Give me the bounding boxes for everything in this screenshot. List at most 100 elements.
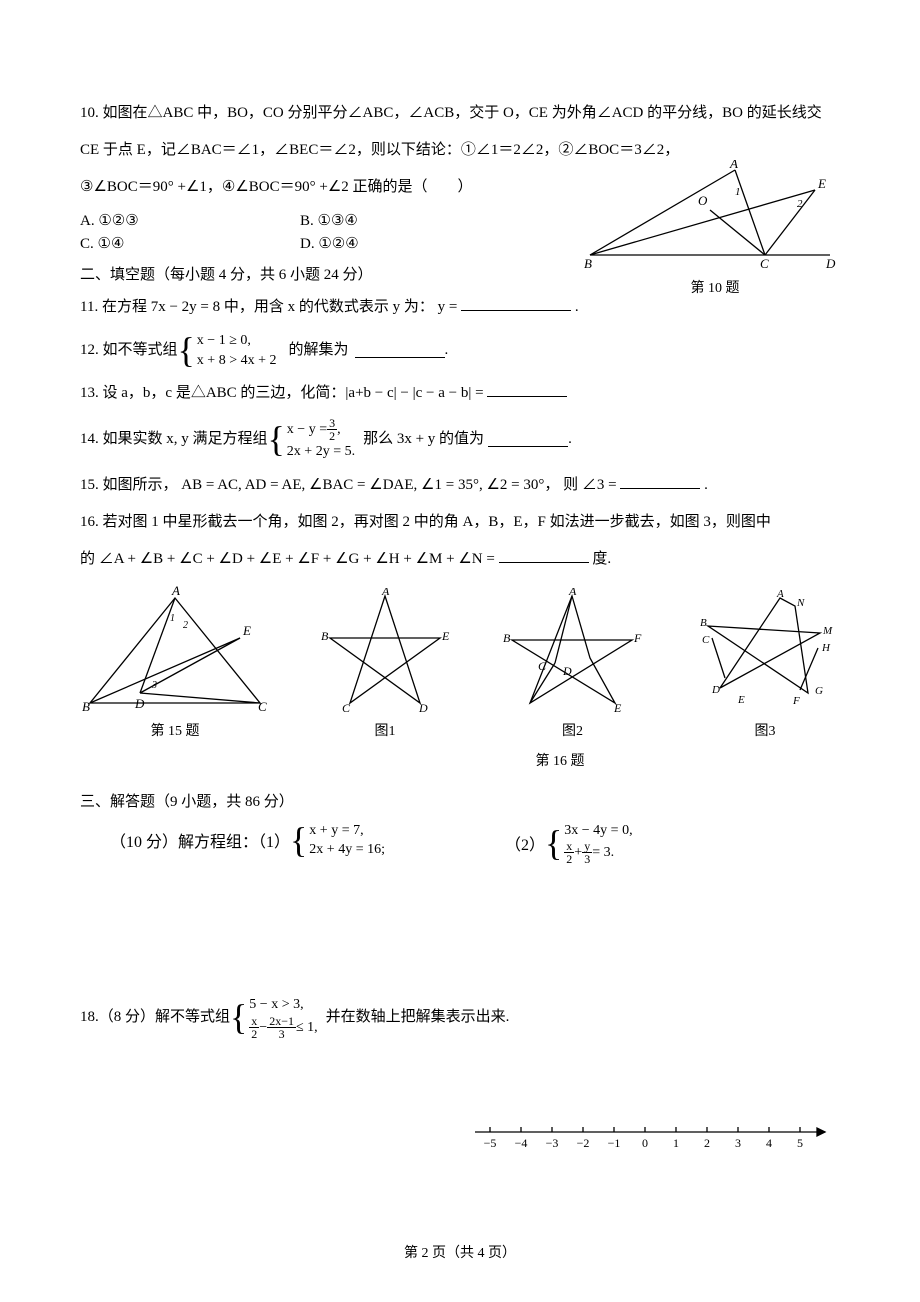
q17-a2: 2x + 4y = 16; xyxy=(309,840,385,860)
f: y3 xyxy=(582,840,592,865)
q18-post: 并在数轴上把解集表示出来. xyxy=(326,1004,510,1031)
q12-post: 的解集为 xyxy=(288,337,348,364)
l: C xyxy=(538,659,547,673)
brace-icon: { xyxy=(230,1001,247,1033)
q12-blank xyxy=(355,343,445,358)
q17-system2: { 3x − 4y = 0, x2 + y3 = 3. xyxy=(545,821,633,866)
l: E xyxy=(613,701,622,713)
q14-blank xyxy=(488,432,568,447)
q10-label-B: B xyxy=(584,256,592,270)
l: B xyxy=(700,617,707,629)
l: B xyxy=(321,629,329,643)
q14-system: { x − y = 3 2 , 2x + 2y = 5. xyxy=(268,417,356,462)
q14-eq1b: , xyxy=(337,420,341,440)
q18-system: { 5 − x > 3, x2 − 2x−13 ≤ 1, xyxy=(230,995,318,1040)
l: D xyxy=(562,664,572,678)
l: E xyxy=(737,694,745,706)
brace-icon: { xyxy=(268,423,285,455)
l: N xyxy=(796,597,805,609)
l: A xyxy=(381,588,390,598)
svg-text:−1: −1 xyxy=(608,1136,621,1150)
star3-figure: A N B M C H D E F G 图3 xyxy=(690,588,840,740)
q11-text: 11. 在方程 7x − 2y = 8 中，用含 x 的代数式表示 y 为： y… xyxy=(80,299,461,315)
q15-text: 15. 如图所示， AB = AC, AD = AE, ∠BAC = ∠DAE,… xyxy=(80,477,620,493)
svg-text:1: 1 xyxy=(673,1136,679,1150)
figures-row: A B C D E 1 2 3 第 15 题 A B E C D xyxy=(80,583,840,740)
star3-caption: 图3 xyxy=(690,720,840,740)
q16-line1: 16. 若对图 1 中星形截去一个角，如图 2，再对图 2 中的角 A，B，E，… xyxy=(80,509,840,536)
q12-eq2: x + 8 > 4x + 2 xyxy=(197,351,277,371)
q13: 13. 设 a，b，c 是△ABC 的三边，化简：|a+b − c| − |c … xyxy=(80,380,840,407)
l: A xyxy=(568,588,577,598)
q14-pre: 14. 如果实数 x, y 满足方程组 xyxy=(80,426,268,453)
f: x2 xyxy=(564,840,574,865)
q10-figure: A E O B C D 1 2 第 10 题 xyxy=(580,160,850,297)
q17-b1: 3x − 4y = 0, xyxy=(564,821,632,841)
l: D xyxy=(134,696,145,711)
q17-pre2: （2） xyxy=(505,831,545,855)
q10-figure-caption: 第 10 题 xyxy=(580,277,850,297)
q15-caption: 第 15 题 xyxy=(80,720,270,740)
l: 1 xyxy=(170,613,175,624)
q17-system1: { x + y = 7, 2x + 4y = 16; xyxy=(290,821,385,860)
q16-blank xyxy=(499,548,589,563)
d: 3 xyxy=(277,1028,287,1040)
q16-line2: 的 ∠A + ∠B + ∠C + ∠D + ∠E + ∠F + ∠G + ∠H … xyxy=(80,546,840,573)
l: A xyxy=(776,588,784,600)
q10-label-2: 2 xyxy=(797,198,803,210)
l: H xyxy=(821,642,831,654)
brace-icon: { xyxy=(178,334,195,366)
l: B xyxy=(503,631,511,645)
q10-line1: 10. 如图在△ABC 中，BO，CO 分别平分∠ABC，∠ACB，交于 O，C… xyxy=(80,100,840,127)
q12-system: { x − 1 ≥ 0, x + 8 > 4x + 2 xyxy=(178,331,277,370)
l: C xyxy=(342,701,351,713)
l: 2 xyxy=(183,620,188,631)
svg-text:−4: −4 xyxy=(515,1136,528,1150)
svg-text:3: 3 xyxy=(735,1136,741,1150)
q10-label-E: E xyxy=(817,176,826,191)
q14-eq1a: x − y = xyxy=(287,420,327,440)
l: F xyxy=(792,695,800,707)
l: E xyxy=(242,623,251,638)
d: 2 xyxy=(249,1028,259,1040)
q10-label-C: C xyxy=(760,256,769,270)
l: D xyxy=(711,684,720,696)
q18: 18.（8 分）解不等式组 { 5 − x > 3, x2 − 2x−13 ≤ … xyxy=(80,995,840,1040)
svg-text:4: 4 xyxy=(766,1136,772,1150)
number-line: −5−4−3−2−1012345 xyxy=(470,1117,840,1162)
q10-choice-c: C. ①④ xyxy=(80,234,300,253)
q13-blank xyxy=(487,382,567,397)
svg-text:−3: −3 xyxy=(546,1136,559,1150)
star1-caption: 图1 xyxy=(315,720,455,740)
q16-caption: 第 16 题 xyxy=(280,750,840,770)
q14-frac: 3 2 xyxy=(327,417,337,442)
svg-text:0: 0 xyxy=(642,1136,648,1150)
q13-text: 13. 设 a，b，c 是△ABC 的三边，化简：|a+b − c| − |c … xyxy=(80,385,487,401)
q10-choice-a: A. ①②③ xyxy=(80,211,300,230)
star2-figure: A B F C D E 图2 xyxy=(500,588,645,740)
q10-label-A: A xyxy=(729,160,738,171)
q17: （10 分）解方程组：（1） { x + y = 7, 2x + 4y = 16… xyxy=(80,821,840,866)
q17-pre: （10 分）解方程组：（1） xyxy=(110,828,290,852)
d: 3 xyxy=(582,853,592,865)
l: G xyxy=(815,685,823,697)
q15-figure: A B C D E 1 2 3 第 15 题 xyxy=(80,583,270,740)
page-footer: 第 2 页（共 4 页） xyxy=(0,1242,920,1262)
q14-post: 那么 3x + y 的值为 xyxy=(363,426,484,453)
q15-blank xyxy=(620,474,700,489)
q10-label-1: 1 xyxy=(735,186,741,198)
q12-pre: 12. 如不等式组 xyxy=(80,337,178,364)
q16-sum: 的 ∠A + ∠B + ∠C + ∠D + ∠E + ∠F + ∠G + ∠H … xyxy=(80,551,499,567)
q12: 12. 如不等式组 { x − 1 ≥ 0, x + 8 > 4x + 2 的解… xyxy=(80,331,840,370)
q18-l1: 5 − x > 3, xyxy=(249,995,317,1015)
f: 2x−13 xyxy=(267,1015,296,1040)
svg-text:−2: −2 xyxy=(577,1136,590,1150)
q11-blank xyxy=(461,296,571,311)
q14-eq2: 2x + 2y = 5. xyxy=(287,442,355,462)
q16-suffix: 度. xyxy=(592,551,611,567)
q15: 15. 如图所示， AB = AC, AD = AE, ∠BAC = ∠DAE,… xyxy=(80,472,840,499)
t: − xyxy=(259,1018,267,1038)
q14-frac-den: 2 xyxy=(327,430,337,442)
t: ≤ 1, xyxy=(296,1018,318,1038)
brace-icon: { xyxy=(545,827,562,859)
